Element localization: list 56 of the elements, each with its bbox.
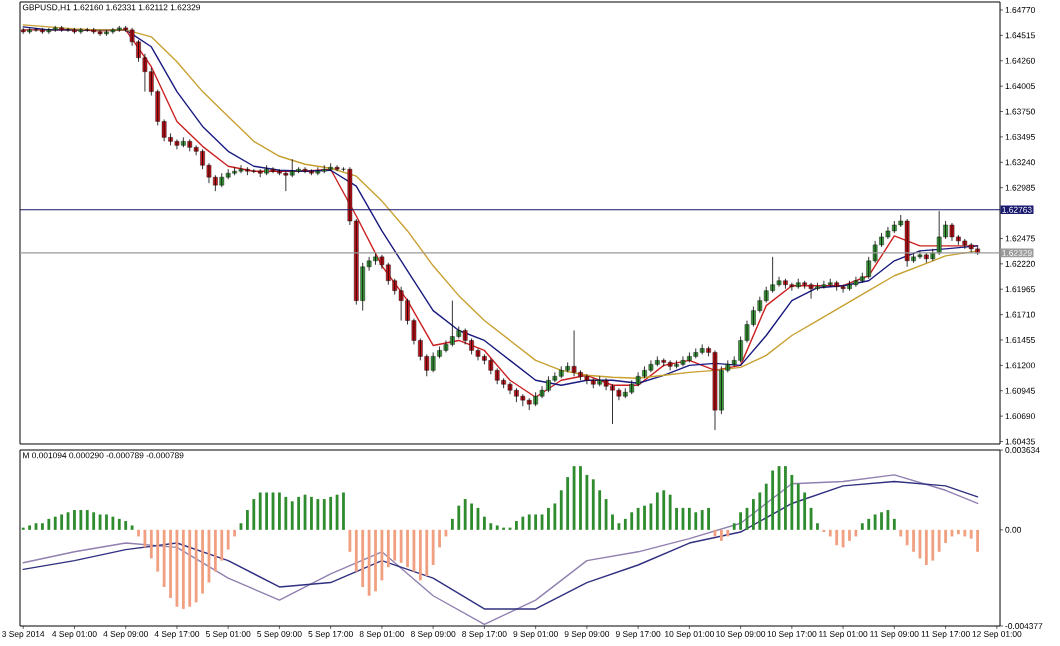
- candlestick: [635, 371, 641, 387]
- candlestick: [648, 359, 654, 373]
- candlestick: [936, 210, 942, 256]
- candlestick: [225, 168, 231, 180]
- candlestick: [33, 27, 39, 33]
- candlestick: [642, 365, 647, 379]
- candlestick: [219, 172, 225, 188]
- candlestick: [52, 25, 58, 33]
- candlestick: [590, 377, 596, 389]
- candlestick: [110, 27, 116, 35]
- candlestick: [885, 226, 891, 240]
- candlestick: [795, 278, 801, 290]
- candlestick: [917, 250, 923, 260]
- candlestick: [187, 138, 193, 152]
- candlestick: [558, 365, 564, 379]
- candlestick: [834, 280, 839, 292]
- candlestick: [84, 27, 90, 33]
- candlestick: [520, 393, 526, 407]
- candlestick: [847, 280, 852, 292]
- candlestick: [968, 242, 974, 254]
- candlestick: [962, 238, 968, 250]
- candlestick: [667, 359, 673, 371]
- candlestick: [430, 352, 436, 373]
- candlestick: [546, 375, 551, 393]
- candlestick: [315, 166, 321, 176]
- candlestick: [398, 286, 404, 321]
- candlestick: [853, 276, 859, 288]
- candlestick: [827, 278, 833, 288]
- candlestick: [629, 379, 635, 395]
- candlestick: [65, 27, 71, 33]
- candlestick: [584, 373, 590, 385]
- candlestick: [533, 391, 538, 407]
- candlestick: [571, 330, 577, 377]
- candlestick: [450, 300, 455, 347]
- candlestick: [174, 138, 180, 150]
- candlestick: [949, 222, 955, 242]
- candlestick: [655, 355, 660, 367]
- candlestick: [373, 252, 378, 266]
- candlestick: [116, 25, 122, 33]
- candlestick: [661, 357, 667, 367]
- candlestick: [597, 375, 602, 387]
- candlestick: [251, 168, 257, 174]
- candlestick: [46, 27, 52, 35]
- candlestick: [264, 164, 269, 176]
- candlestick: [924, 252, 929, 264]
- candlestick: [808, 282, 814, 300]
- candlestick: [892, 220, 897, 234]
- candlestick: [783, 278, 788, 290]
- candlestick: [623, 387, 628, 399]
- candlestick: [526, 397, 532, 411]
- candlestick: [693, 348, 699, 359]
- candlestick: [78, 27, 84, 35]
- candlestick: [699, 344, 705, 355]
- candlestick: [821, 280, 827, 290]
- candlestick: [181, 136, 186, 148]
- candlestick: [680, 355, 686, 367]
